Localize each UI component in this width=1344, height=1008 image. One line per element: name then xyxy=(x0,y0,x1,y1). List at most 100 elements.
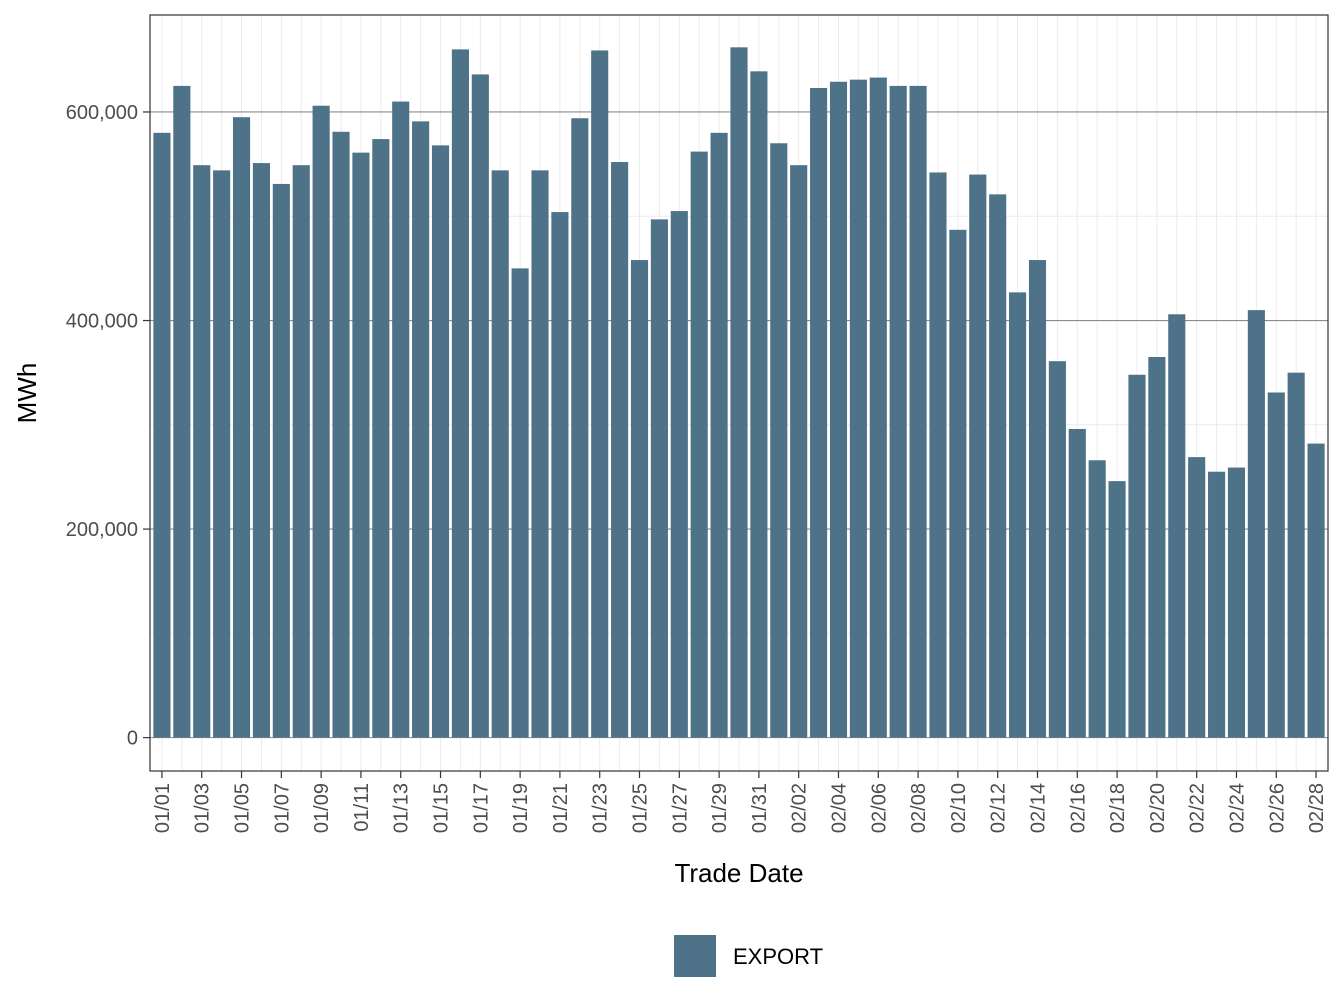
bar-01-08 xyxy=(292,165,310,738)
x-tick-label: 01/09 xyxy=(311,783,333,833)
y-axis: 0 200,000 400,000 600,000 xyxy=(66,102,150,750)
bar-02-17 xyxy=(1088,460,1106,738)
bar-02-09 xyxy=(929,172,947,738)
x-tick-label: 02/18 xyxy=(1107,783,1129,833)
x-tick-label: 01/27 xyxy=(669,783,691,833)
x-tick-label: 02/12 xyxy=(988,783,1010,833)
x-tick-label: 02/10 xyxy=(948,783,970,833)
bar-01-03 xyxy=(193,165,211,738)
legend-key-export xyxy=(674,935,716,977)
bar-02-08 xyxy=(909,85,927,738)
x-tick-label: 01/05 xyxy=(232,783,254,833)
bar-01-29 xyxy=(710,132,728,738)
bar-02-05 xyxy=(849,79,867,738)
y-tick-label: 400,000 xyxy=(66,311,138,333)
bar-02-10 xyxy=(949,229,967,738)
bar-01-23 xyxy=(591,50,609,738)
bar-01-05 xyxy=(232,117,251,738)
bar-01-20 xyxy=(531,170,549,738)
bar-01-01 xyxy=(153,132,171,738)
x-tick-label: 02/16 xyxy=(1067,783,1089,833)
bar-02-19 xyxy=(1128,374,1146,738)
x-tick-label: 01/07 xyxy=(271,783,293,833)
bar-02-04 xyxy=(829,81,848,738)
bar-01-24 xyxy=(611,162,629,738)
bar-02-26 xyxy=(1267,392,1285,738)
bar-01-17 xyxy=(471,74,489,738)
bar-01-04 xyxy=(213,170,231,738)
bar-01-22 xyxy=(571,118,589,738)
bar-02-18 xyxy=(1108,481,1126,738)
x-tick-label: 01/29 xyxy=(709,783,731,833)
y-tick-label: 600,000 xyxy=(66,102,138,124)
bar-02-13 xyxy=(1009,292,1027,738)
x-tick-label: 02/08 xyxy=(908,783,930,833)
legend-label-export: EXPORT xyxy=(733,944,823,969)
x-tick-label: 02/02 xyxy=(789,783,811,833)
bar-02-12 xyxy=(989,194,1007,738)
bar-02-15 xyxy=(1048,361,1066,738)
y-tick-label: 200,000 xyxy=(66,519,138,541)
bar-02-27 xyxy=(1287,372,1305,738)
bar-01-02 xyxy=(173,85,191,738)
bar-02-14 xyxy=(1028,260,1047,738)
x-tick-label: 01/01 xyxy=(152,783,174,833)
x-tick-label: 01/15 xyxy=(431,783,453,833)
bar-01-11 xyxy=(352,152,370,738)
bar-01-19 xyxy=(511,268,529,738)
bar-01-21 xyxy=(551,212,569,738)
x-tick-label: 01/13 xyxy=(391,783,413,833)
x-tick-label: 01/23 xyxy=(590,783,612,833)
y-tick-label: 0 xyxy=(127,728,138,750)
x-tick-label: 02/06 xyxy=(868,783,890,833)
bar-02-23 xyxy=(1208,471,1226,738)
x-tick-label: 02/04 xyxy=(828,783,850,833)
x-tick-label: 01/25 xyxy=(630,783,652,833)
bar-01-12 xyxy=(372,139,390,738)
x-tick-label: 02/28 xyxy=(1306,783,1328,833)
x-tick-label: 02/20 xyxy=(1147,783,1169,833)
bar-01-15 xyxy=(431,145,450,738)
x-tick-label: 01/19 xyxy=(510,783,532,833)
bar-02-11 xyxy=(969,174,987,738)
bar-02-20 xyxy=(1148,357,1166,738)
x-tick-label: 02/22 xyxy=(1187,783,1209,833)
bar-01-30 xyxy=(730,47,748,738)
x-axis: 01/01 01/03 01/05 01/07 01/09 01/11 01/13 01/15… xyxy=(152,771,1328,833)
x-tick-label: 01/03 xyxy=(192,783,214,833)
x-axis-title: Trade Date xyxy=(674,858,803,888)
x-tick-label: 02/14 xyxy=(1027,783,1049,833)
bar-02-07 xyxy=(889,85,907,738)
y-axis-title: MWh xyxy=(12,363,42,424)
x-tick-label: 02/26 xyxy=(1266,783,1288,833)
bar-01-26 xyxy=(650,219,668,738)
x-tick-label: 02/24 xyxy=(1226,783,1248,833)
legend: EXPORT xyxy=(674,935,823,977)
bar-02-02 xyxy=(790,165,808,738)
bar-02-25 xyxy=(1247,310,1265,738)
bar-02-22 xyxy=(1188,457,1206,738)
bar-02-16 xyxy=(1068,428,1086,738)
bar-01-16 xyxy=(451,49,469,738)
bar-02-21 xyxy=(1168,314,1186,738)
bar-02-06 xyxy=(869,77,887,738)
bar-01-13 xyxy=(392,101,410,738)
bar-02-03 xyxy=(810,87,828,738)
bar-02-24 xyxy=(1227,467,1246,738)
bar-01-18 xyxy=(491,170,509,738)
bar-01-25 xyxy=(630,260,649,738)
bar-01-07 xyxy=(272,183,290,738)
bar-01-31 xyxy=(750,71,768,738)
bars xyxy=(153,47,1325,738)
bar-01-09 xyxy=(312,105,330,738)
bar-02-01 xyxy=(770,143,788,738)
x-tick-label: 01/11 xyxy=(351,783,373,832)
bar-01-06 xyxy=(252,163,270,738)
x-tick-label: 01/31 xyxy=(749,783,771,833)
bar-01-27 xyxy=(670,211,688,738)
bar-01-14 xyxy=(412,121,430,738)
bar-01-10 xyxy=(332,131,350,738)
bar-01-28 xyxy=(690,151,708,738)
plot-panel-border xyxy=(149,14,1329,772)
